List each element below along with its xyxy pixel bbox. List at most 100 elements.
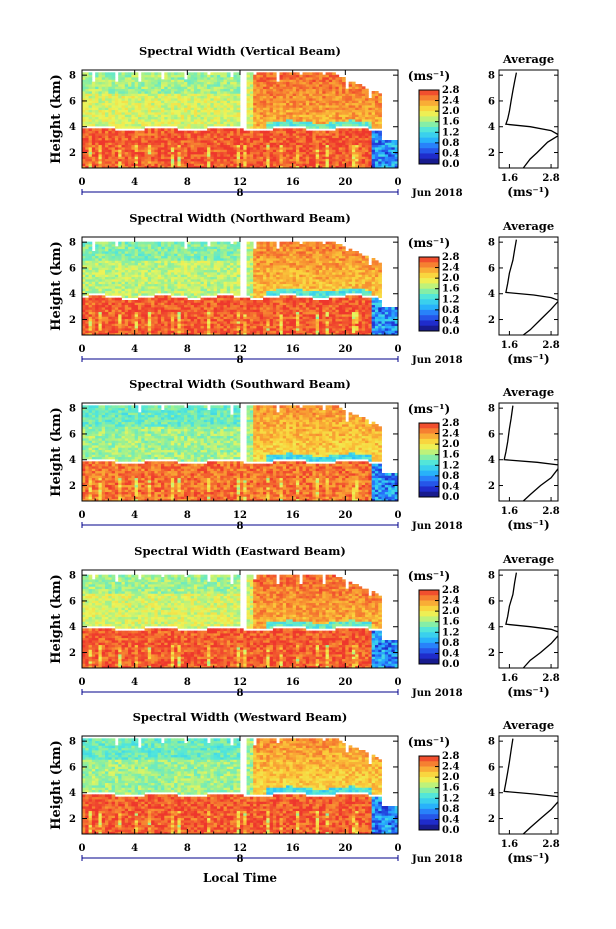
heatmap-cell <box>223 72 228 76</box>
heatmap-cell <box>147 251 152 254</box>
heatmap-cell <box>124 244 129 247</box>
heatmap-cell <box>203 102 208 106</box>
heatmap-cell <box>154 295 159 299</box>
heatmap-cell <box>157 332 162 336</box>
heatmap-cell <box>98 105 103 108</box>
heatmap-cell <box>108 244 113 247</box>
heatmap-cell <box>131 274 136 278</box>
heatmap-cell <box>378 107 382 111</box>
heatmap-cell <box>223 147 228 150</box>
heatmap-cell <box>289 109 294 113</box>
heatmap-cell <box>279 151 284 155</box>
heatmap-cell <box>124 81 129 85</box>
heatmap-cell <box>98 149 103 153</box>
heatmap-cell <box>131 267 136 271</box>
heatmap-cell <box>233 142 238 146</box>
heatmap-cell <box>134 295 139 299</box>
heatmap-cell <box>253 84 257 87</box>
heatmap-cell <box>82 161 86 164</box>
heatmap-cell <box>332 114 336 118</box>
heatmap-cell <box>309 130 313 134</box>
heatmap-cell <box>82 321 86 324</box>
heatmap-cell <box>108 144 113 148</box>
heatmap-cell <box>174 248 178 252</box>
heatmap-cell <box>309 137 313 141</box>
heatmap-cell <box>388 156 392 160</box>
heatmap-cell <box>305 109 310 113</box>
heatmap-cell <box>295 74 300 78</box>
heatmap-cell <box>263 98 267 101</box>
heatmap-cell <box>111 112 116 115</box>
heatmap-cell <box>338 133 343 136</box>
heatmap-cell <box>332 158 336 162</box>
heatmap-cell <box>246 112 251 115</box>
heatmap-cell <box>332 95 336 99</box>
heatmap-cell <box>207 140 211 143</box>
heatmap-cell <box>144 302 149 306</box>
heatmap-cell <box>299 156 303 160</box>
heatmap-cell <box>295 140 300 143</box>
heatmap-cell <box>305 105 310 108</box>
heatmap-cell <box>154 288 159 292</box>
heatmap-cell <box>184 109 188 113</box>
heatmap-cell <box>128 316 132 320</box>
heatmap-cell <box>85 147 89 150</box>
heatmap-cell <box>342 79 346 83</box>
heatmap-cell <box>184 302 188 306</box>
heatmap-cell <box>128 135 132 139</box>
heatmap-cell <box>243 154 247 157</box>
heatmap-cell <box>141 300 145 303</box>
heatmap-cell <box>88 290 93 294</box>
heatmap-cell <box>167 109 172 113</box>
heatmap-cell <box>282 100 287 104</box>
heatmap-cell <box>309 81 313 85</box>
heatmap-cell <box>147 121 152 125</box>
heatmap-cell <box>134 156 139 160</box>
heatmap-cell <box>187 100 192 104</box>
heatmap-cell <box>88 151 93 155</box>
heatmap-cell <box>91 144 96 148</box>
heatmap-cell <box>95 321 99 324</box>
heatmap-cell <box>114 144 119 148</box>
heatmap-cell <box>161 84 165 87</box>
heatmap-cell <box>309 161 313 164</box>
heatmap-cell <box>121 133 126 136</box>
heatmap-cell <box>85 276 89 280</box>
heatmap-cell <box>394 142 399 146</box>
heatmap-cell <box>121 135 126 139</box>
heatmap-cell <box>184 98 188 101</box>
heatmap-cell <box>272 102 277 106</box>
heatmap-cell <box>190 241 195 245</box>
heatmap-cell <box>91 114 96 118</box>
heatmap-cell <box>193 121 198 125</box>
heatmap-cell <box>272 105 277 108</box>
heatmap-cell <box>108 135 113 139</box>
heatmap-cell <box>157 255 162 259</box>
heatmap-cell <box>187 290 192 294</box>
heatmap-cell <box>335 86 340 90</box>
heatmap-cell <box>335 107 340 111</box>
heatmap-cell <box>111 154 116 157</box>
heatmap-cell <box>95 100 99 104</box>
heatmap-cell <box>128 295 132 299</box>
heatmap-cell <box>101 286 106 289</box>
heatmap-cell <box>342 156 346 160</box>
heatmap-cell <box>98 135 103 139</box>
heatmap-cell <box>368 121 373 125</box>
heatmap-cell <box>269 135 274 139</box>
heatmap-cell <box>233 130 238 134</box>
heatmap-cell <box>378 98 382 101</box>
heatmap-cell <box>216 165 221 169</box>
heatmap-cell <box>368 114 373 118</box>
heatmap-cell <box>147 158 152 162</box>
heatmap-cell <box>108 98 113 101</box>
heatmap-cell <box>91 93 96 97</box>
heatmap-cell <box>85 142 89 146</box>
heatmap-cell <box>128 98 132 101</box>
heatmap-cell <box>85 283 89 287</box>
heatmap-cell <box>312 156 317 160</box>
heatmap-cell <box>328 137 333 141</box>
heatmap-cell <box>98 295 103 299</box>
heatmap-cell <box>121 293 126 296</box>
heatmap-cell <box>121 144 126 148</box>
